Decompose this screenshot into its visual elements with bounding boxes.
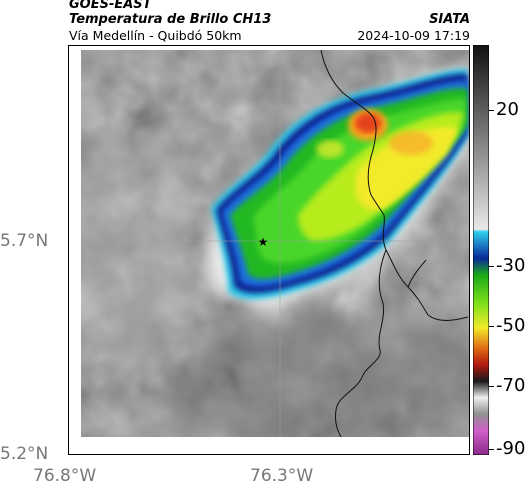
lon-label-76-8: 76.8°W <box>33 466 97 486</box>
organization-label: SIATA <box>429 12 470 27</box>
colorbar-label-20: 20 <box>496 99 519 120</box>
colorbar-label-neg90: -90 <box>496 438 526 459</box>
colorbar-label-neg70: -70 <box>496 375 526 396</box>
lat-label-5-7: 5.7°N <box>0 231 49 251</box>
station-star-icon: ★ <box>258 235 269 249</box>
lon-label-76-3: 76.3°W <box>250 466 314 486</box>
satellite-title: GOES-EAST <box>69 0 152 12</box>
colorbar-label-neg50: -50 <box>496 315 526 336</box>
datetime-label: 2024-10-09 17:19 <box>357 28 470 43</box>
colorbar-label-neg30: -30 <box>496 255 526 276</box>
route-subtitle: Vía Medellín - Quibdó 50km <box>69 28 242 43</box>
temperature-colorbar <box>473 45 489 455</box>
lat-label-5-2: 5.2°N <box>0 444 49 464</box>
product-title: Temperatura de Brillo CH13 <box>69 12 272 27</box>
brightness-temperature-map: ★ <box>68 45 470 455</box>
